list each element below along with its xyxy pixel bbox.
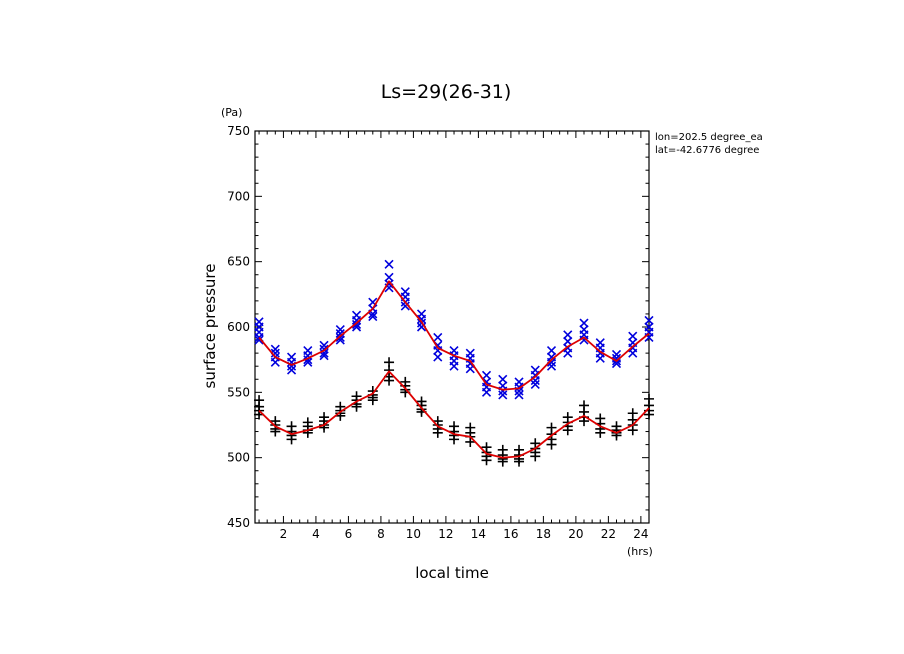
x-tick-label: 16 bbox=[503, 527, 518, 541]
data-point-x bbox=[400, 301, 410, 311]
data-point-x bbox=[270, 357, 280, 367]
data-point-plus bbox=[449, 434, 460, 445]
data-point-x bbox=[514, 382, 524, 392]
data-point-x bbox=[384, 272, 394, 282]
y-tick-label: 700 bbox=[227, 189, 250, 203]
data-point-x bbox=[335, 325, 345, 335]
data-point-plus bbox=[481, 455, 492, 466]
data-point-x bbox=[416, 314, 427, 324]
data-point-plus bbox=[579, 416, 590, 427]
data-point-x bbox=[351, 315, 362, 326]
data-point-x bbox=[286, 357, 297, 367]
data-point-x bbox=[563, 330, 573, 340]
data-point-x bbox=[579, 335, 589, 345]
data-point-x bbox=[319, 351, 329, 361]
data-point-x bbox=[335, 328, 345, 339]
data-point-x bbox=[498, 374, 508, 384]
data-point-plus bbox=[367, 395, 378, 406]
x-tick-label: 2 bbox=[280, 527, 288, 541]
data-point-x bbox=[595, 353, 605, 363]
data-point-plus bbox=[432, 427, 443, 438]
data-point-x bbox=[416, 322, 427, 332]
y-tick-label: 650 bbox=[227, 255, 250, 269]
data-point-x bbox=[481, 387, 492, 397]
data-point-x bbox=[433, 345, 443, 356]
y-tick-label: 600 bbox=[227, 320, 250, 334]
data-point-plus bbox=[644, 409, 654, 420]
y-tick-label: 500 bbox=[227, 451, 250, 465]
data-point-x bbox=[433, 332, 443, 343]
data-point-plus bbox=[514, 456, 525, 467]
data-point-x bbox=[611, 349, 622, 360]
data-point-x bbox=[498, 390, 508, 400]
x-axis-label: local time bbox=[415, 564, 489, 582]
x-tick-label: 10 bbox=[406, 527, 421, 541]
data-point-x bbox=[384, 259, 394, 269]
annotation-lon: lon=202.5 degree_ea bbox=[655, 132, 763, 143]
y-tick-label: 550 bbox=[227, 385, 250, 399]
data-point-plus bbox=[546, 439, 557, 450]
data-point-x bbox=[563, 336, 573, 346]
x-tick-label: 8 bbox=[377, 527, 385, 541]
data-point-x bbox=[270, 348, 280, 358]
data-point-x bbox=[644, 315, 654, 326]
data-point-x bbox=[481, 370, 492, 380]
data-point-x bbox=[449, 361, 459, 371]
x-tick-label: 24 bbox=[633, 527, 648, 541]
data-point-x bbox=[254, 335, 264, 345]
data-point-x bbox=[514, 390, 524, 400]
data-point-x bbox=[286, 365, 297, 375]
data-point-plus bbox=[286, 434, 297, 445]
data-point-x bbox=[303, 351, 313, 361]
chart-title: Ls=29(26-31) bbox=[381, 81, 512, 103]
annotation-lat: lat=-42.6776 degree bbox=[655, 145, 759, 156]
fit-line-2 bbox=[258, 280, 650, 391]
data-point-plus bbox=[270, 426, 281, 437]
data-point-x bbox=[628, 348, 638, 358]
data-point-x bbox=[546, 357, 557, 367]
data-point-x bbox=[368, 311, 378, 322]
data-point-plus bbox=[384, 375, 395, 386]
x-tick-label: 22 bbox=[601, 527, 616, 541]
data-point-x bbox=[611, 359, 622, 369]
data-point-plus bbox=[595, 427, 606, 438]
x-unit-label: (hrs) bbox=[627, 545, 653, 558]
x-tick-label: 4 bbox=[312, 527, 320, 541]
x-tick-label: 18 bbox=[536, 527, 551, 541]
data-point-plus bbox=[562, 425, 573, 436]
y-tick-label: 750 bbox=[227, 124, 250, 138]
y-unit-label: (Pa) bbox=[221, 106, 242, 119]
data-point-x bbox=[628, 331, 638, 341]
data-point-x bbox=[530, 379, 540, 390]
data-point-x bbox=[579, 318, 589, 328]
y-tick-label: 450 bbox=[227, 516, 250, 530]
fit-line-3 bbox=[258, 370, 650, 459]
y-axis-label: surface pressure bbox=[201, 264, 219, 389]
data-point-x bbox=[319, 348, 329, 358]
x-tick-label: 12 bbox=[438, 527, 453, 541]
plot-area: 2 4 6 8 10 12 14 16 18 20 22 2445050055060065070075… bbox=[227, 124, 654, 541]
data-point-plus bbox=[351, 401, 362, 412]
data-point-plus bbox=[465, 436, 476, 447]
x-tick-label: 14 bbox=[471, 527, 486, 541]
data-point-x bbox=[546, 345, 557, 356]
data-point-plus bbox=[627, 425, 638, 436]
data-point-plus bbox=[530, 451, 541, 462]
plot-frame bbox=[254, 130, 650, 524]
data-point-x bbox=[433, 352, 443, 362]
data-point-x bbox=[270, 344, 280, 354]
x-tick-label: 20 bbox=[568, 527, 583, 541]
data-point-x bbox=[563, 348, 573, 358]
x-tick-label: 6 bbox=[345, 527, 353, 541]
